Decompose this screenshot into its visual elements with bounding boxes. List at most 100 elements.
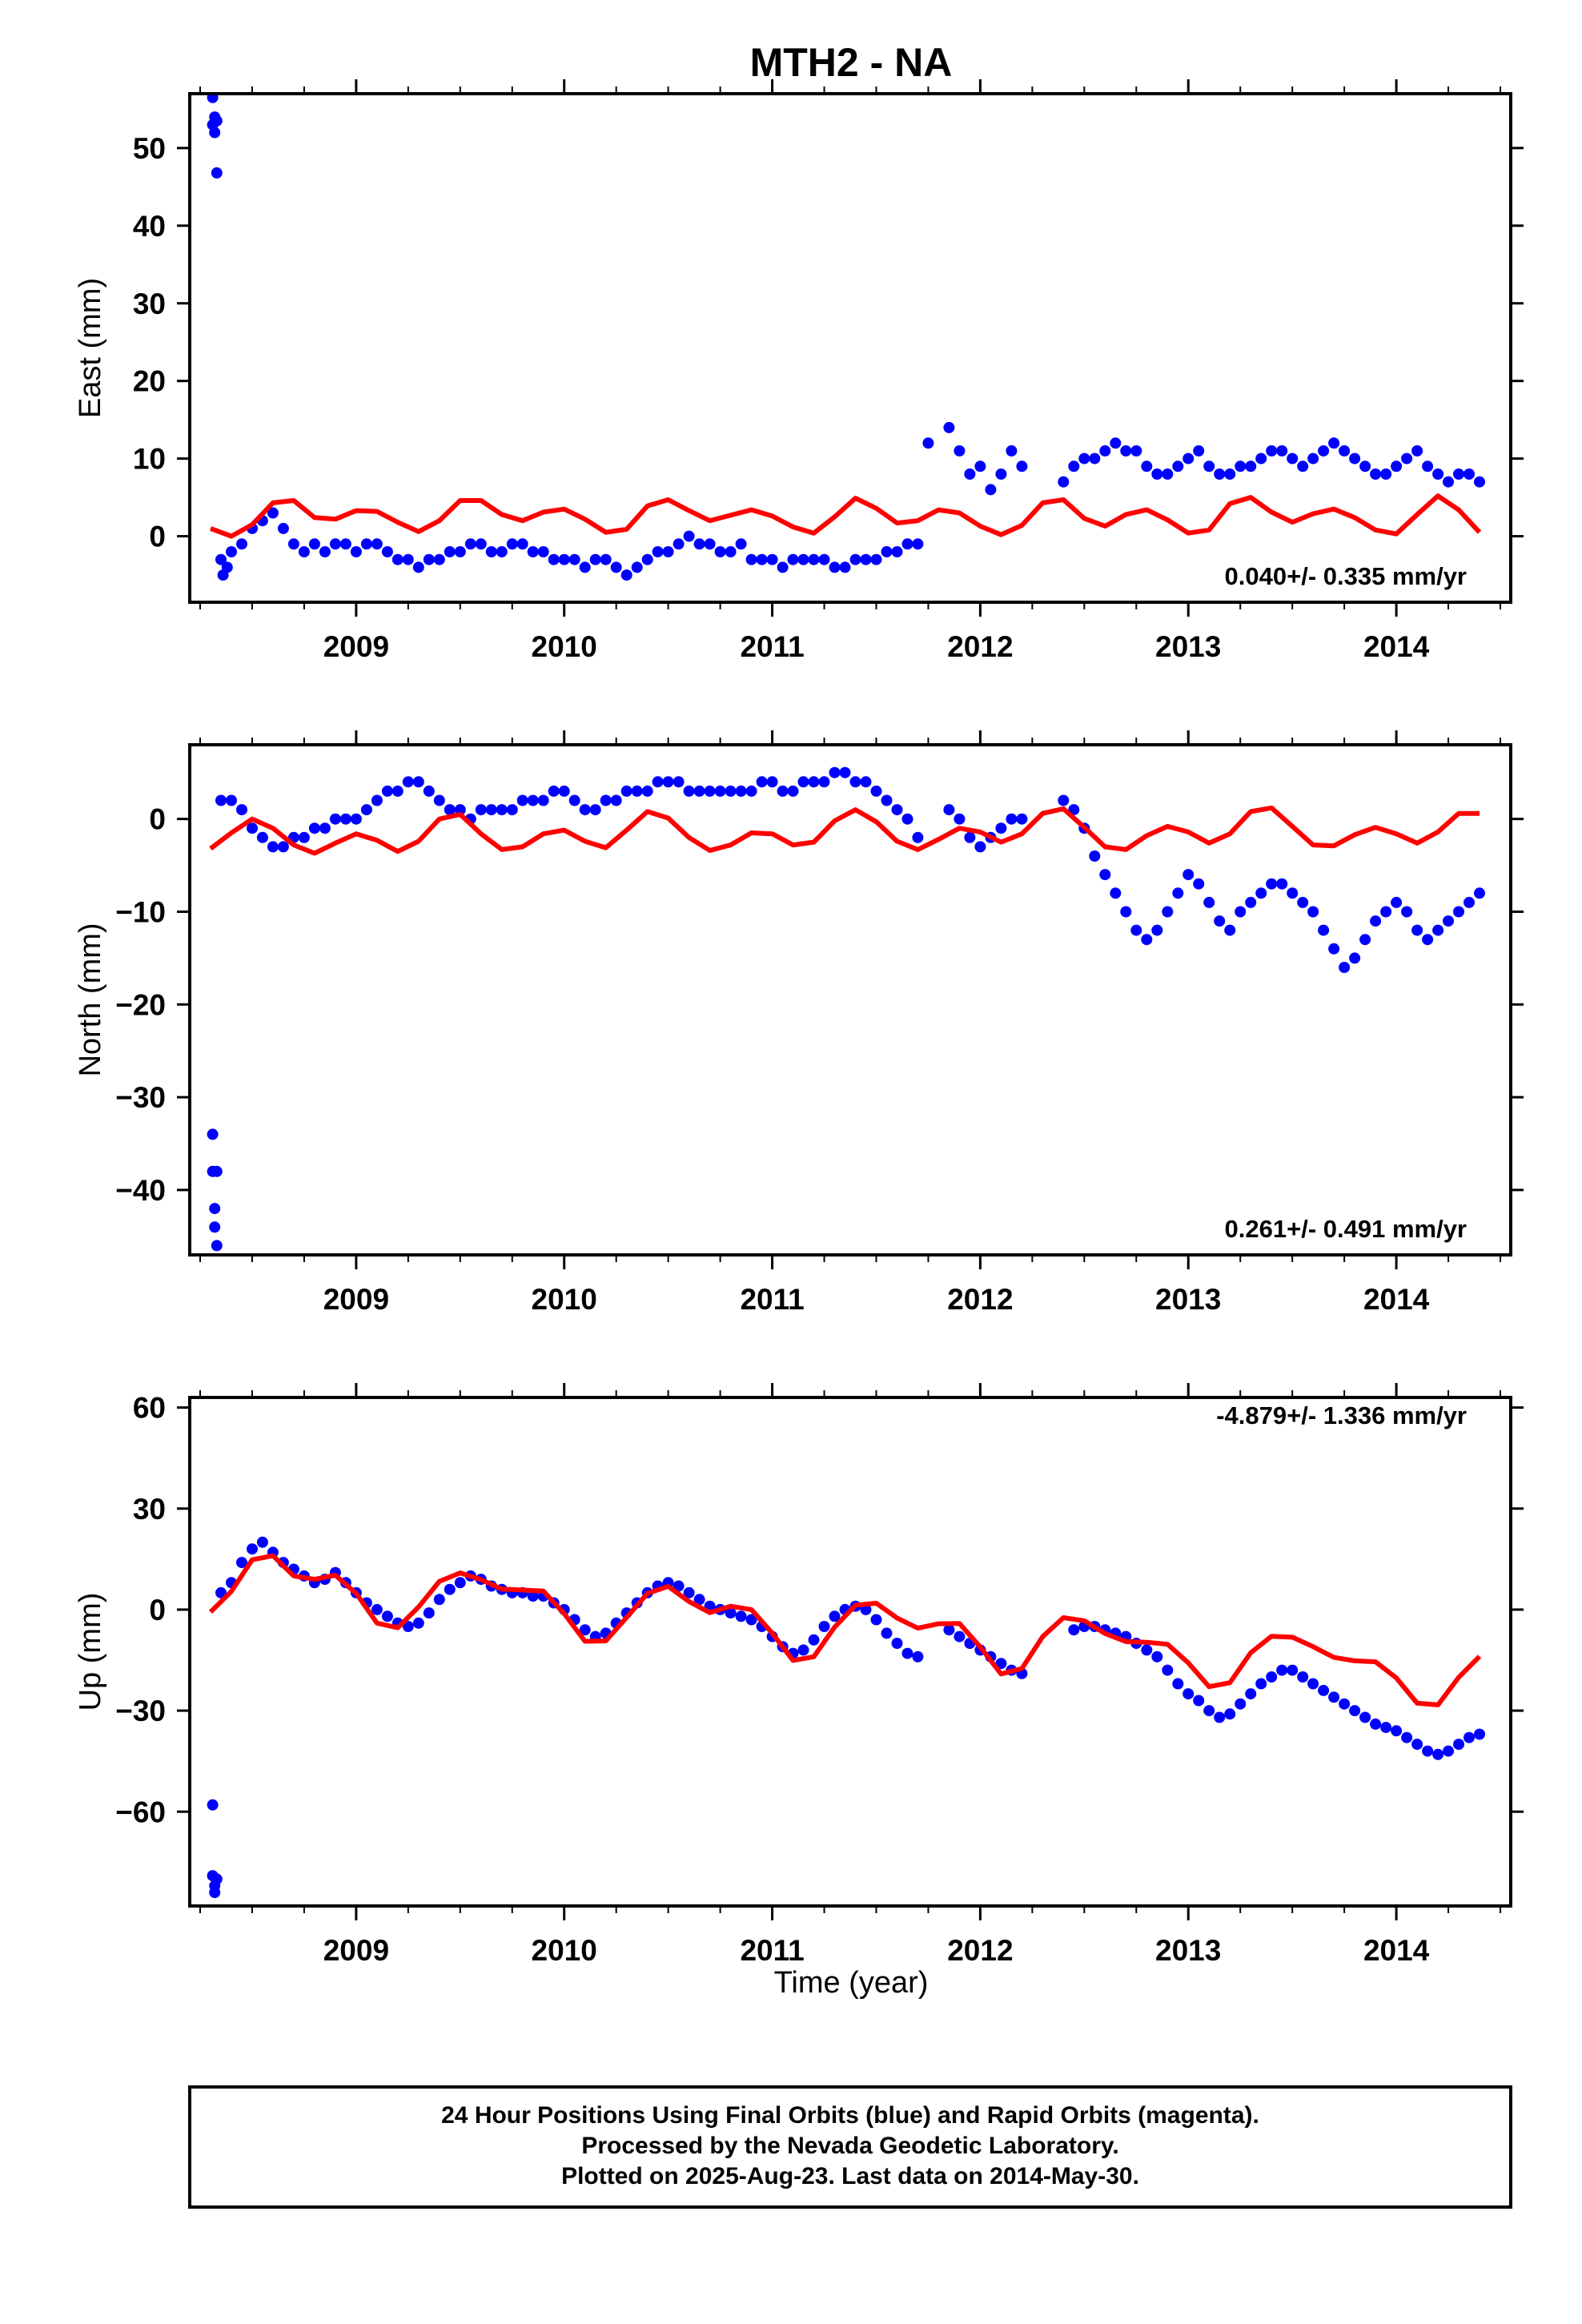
panel-east: 2009 2010 2011 2012 2013 2014 0 10 20 30 40 50 East … [74, 79, 1524, 663]
data-point [1464, 1731, 1475, 1743]
data-point [1068, 460, 1080, 472]
data-point [829, 561, 841, 573]
data-point [209, 1887, 221, 1899]
data-point [1255, 1678, 1267, 1690]
data-point [725, 1607, 737, 1619]
data-point [287, 538, 299, 550]
data-point [381, 785, 393, 797]
data-point [849, 776, 861, 788]
data-point [1318, 924, 1330, 936]
data-point [548, 553, 560, 565]
data-point [371, 1603, 383, 1615]
data-point [1443, 1745, 1454, 1757]
data-point [506, 804, 518, 816]
data-point [277, 522, 289, 534]
data-point [985, 484, 997, 496]
footer-line-1: 24 Hour Positions Using Final Orbits (bl… [441, 2102, 1259, 2129]
data-point [1370, 468, 1382, 480]
y-axis-label: Up (mm) [74, 1593, 107, 1711]
rate-label: 0.261+/- 0.491 mm/yr [1225, 1215, 1467, 1243]
data-point [620, 569, 632, 581]
data-point [1235, 460, 1247, 472]
data-point [1349, 1705, 1361, 1717]
data-point [226, 546, 237, 557]
data-point [1318, 1684, 1330, 1696]
data-point [1141, 460, 1153, 472]
data-point [423, 785, 435, 797]
data-point [402, 776, 414, 788]
x-tick-label: 2012 [947, 1283, 1013, 1316]
data-point [475, 804, 487, 816]
data-point [1276, 878, 1288, 890]
data-point [1380, 906, 1392, 918]
data-point [1474, 1728, 1485, 1740]
data-point [870, 553, 882, 565]
data-point [1287, 887, 1299, 899]
data-point [1474, 887, 1485, 899]
data-point [964, 831, 976, 843]
data-point [1432, 924, 1444, 936]
data-point [787, 785, 799, 797]
seasonal-fit-line [209, 805, 1480, 856]
data-point [829, 1610, 841, 1622]
data-point [1464, 896, 1475, 908]
data-point [1245, 460, 1257, 472]
data-point [1432, 468, 1444, 480]
y-tick-label: 10 [133, 443, 166, 476]
data-point [641, 553, 653, 565]
data-point [600, 794, 612, 806]
data-point [808, 553, 820, 565]
data-point [818, 1621, 830, 1632]
data-point [725, 785, 737, 797]
axes-frame [188, 743, 1512, 1256]
data-point [901, 1647, 913, 1659]
data-point [1443, 476, 1454, 488]
data-point [1359, 1711, 1371, 1723]
data-point [589, 804, 601, 816]
data-point [247, 822, 258, 834]
x-tick-label: 2011 [740, 1934, 804, 1967]
data-point [641, 785, 653, 797]
data-point [1339, 1698, 1351, 1710]
data-point [954, 1630, 966, 1642]
data-point [516, 794, 528, 806]
data-point [693, 1594, 705, 1606]
data-point [1214, 468, 1226, 480]
data-point [610, 561, 622, 573]
data-point [662, 776, 674, 788]
data-point [1203, 460, 1215, 472]
data-point [1058, 476, 1070, 488]
data-point [207, 1128, 219, 1140]
x-tick-label: 2009 [323, 1934, 389, 1967]
data-point [881, 794, 893, 806]
data-point [766, 776, 778, 788]
data-point [579, 804, 591, 816]
data-point [350, 813, 362, 825]
data-point [881, 546, 893, 557]
data-point [631, 785, 643, 797]
data-point [1193, 878, 1205, 890]
data-point [610, 794, 622, 806]
data-point [683, 530, 695, 542]
data-point [485, 804, 497, 816]
y-tick-label: 60 [133, 1392, 166, 1425]
data-point [1224, 1708, 1236, 1720]
y-tick-label: 20 [133, 365, 166, 398]
data-point [256, 1536, 268, 1548]
data-point [454, 546, 466, 557]
data-point [1359, 460, 1371, 472]
data-point [1110, 887, 1122, 899]
data-point [211, 1240, 223, 1252]
data-point [215, 794, 227, 806]
data-point [298, 546, 310, 557]
data-point [402, 1621, 414, 1632]
data-point [1120, 906, 1132, 918]
data-point [1349, 952, 1361, 964]
data-point [714, 546, 726, 557]
y-tick-label: −30 [115, 1695, 166, 1727]
data-point [1141, 1644, 1153, 1656]
data-point [1339, 962, 1351, 973]
data-point [735, 1610, 747, 1622]
data-point [995, 468, 1007, 480]
data-point [298, 831, 310, 843]
